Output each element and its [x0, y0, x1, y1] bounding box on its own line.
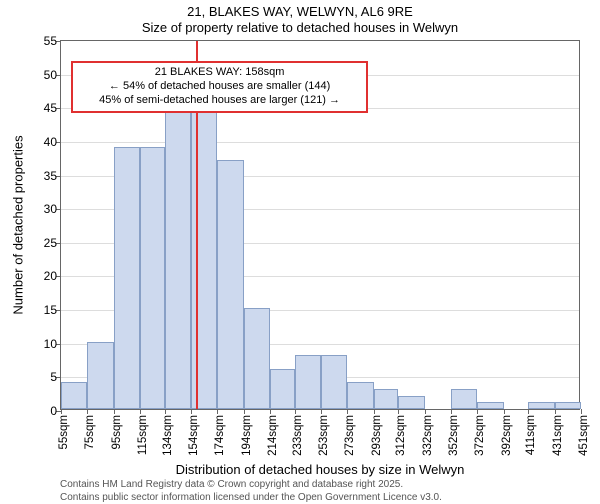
ytick-label: 25	[44, 236, 61, 250]
xtick-label: 312sqm	[395, 415, 407, 456]
xtick-label: 372sqm	[474, 415, 486, 456]
xtick-mark	[398, 409, 399, 414]
xtick-mark	[217, 409, 218, 414]
xtick-label: 273sqm	[344, 415, 356, 456]
xtick-label: 451sqm	[578, 415, 590, 456]
xtick-label: 154sqm	[188, 415, 200, 456]
ytick-label: 35	[44, 169, 61, 183]
ytick-label: 40	[44, 135, 61, 149]
xtick-label: 214sqm	[267, 415, 279, 456]
xtick-mark	[61, 409, 62, 414]
xtick-label: 431sqm	[552, 415, 564, 456]
ytick-label: 45	[44, 101, 61, 115]
histogram-bar	[295, 355, 321, 409]
attribution-line2: Contains public sector information licen…	[60, 491, 442, 504]
xtick-mark	[555, 409, 556, 414]
xtick-label: 75sqm	[84, 415, 96, 450]
ytick-label: 10	[44, 337, 61, 351]
histogram-bar	[347, 382, 373, 409]
ytick-label: 20	[44, 269, 61, 283]
xtick-mark	[321, 409, 322, 414]
xtick-label: 253sqm	[318, 415, 330, 456]
histogram-bar	[398, 396, 424, 409]
chart-title-line2: Size of property relative to detached ho…	[0, 20, 600, 36]
histogram-bar	[555, 402, 581, 409]
annotation-box: 21 BLAKES WAY: 158sqm← 54% of detached h…	[71, 61, 367, 112]
xtick-mark	[581, 409, 582, 414]
xtick-label: 174sqm	[214, 415, 226, 456]
xtick-label: 233sqm	[292, 415, 304, 456]
histogram-bar	[140, 147, 165, 409]
x-axis-label: Distribution of detached houses by size …	[176, 462, 465, 477]
xtick-label: 352sqm	[448, 415, 460, 456]
annotation-line: 21 BLAKES WAY: 158sqm	[79, 66, 359, 80]
ytick-label: 50	[44, 68, 61, 82]
xtick-mark	[140, 409, 141, 414]
xtick-mark	[425, 409, 426, 414]
histogram-bar	[321, 355, 347, 409]
xtick-label: 332sqm	[422, 415, 434, 456]
xtick-mark	[191, 409, 192, 414]
xtick-mark	[347, 409, 348, 414]
xtick-mark	[528, 409, 529, 414]
xtick-label: 194sqm	[241, 415, 253, 456]
gridline	[61, 142, 579, 143]
histogram-bar	[165, 100, 191, 409]
xtick-label: 293sqm	[371, 415, 383, 456]
histogram-bar	[374, 389, 399, 409]
ytick-label: 15	[44, 303, 61, 317]
xtick-label: 55sqm	[58, 415, 70, 450]
xtick-mark	[114, 409, 115, 414]
histogram-bar	[217, 160, 243, 409]
xtick-mark	[87, 409, 88, 414]
xtick-label: 95sqm	[111, 415, 123, 450]
xtick-mark	[244, 409, 245, 414]
xtick-label: 134sqm	[162, 415, 174, 456]
histogram-bar	[244, 308, 270, 409]
xtick-mark	[295, 409, 296, 414]
attribution-line1: Contains HM Land Registry data © Crown c…	[60, 478, 442, 491]
xtick-mark	[270, 409, 271, 414]
annotation-line: ← 54% of detached houses are smaller (14…	[79, 80, 359, 94]
property-size-chart: 21, BLAKES WAY, WELWYN, AL6 9RE Size of …	[0, 0, 600, 500]
xtick-label: 411sqm	[525, 415, 537, 455]
ytick-label: 5	[50, 370, 61, 384]
xtick-mark	[374, 409, 375, 414]
histogram-bar	[87, 342, 113, 409]
xtick-label: 392sqm	[501, 415, 513, 456]
histogram-bar	[61, 382, 87, 409]
xtick-mark	[165, 409, 166, 414]
histogram-bar	[528, 402, 554, 409]
histogram-bar	[114, 147, 140, 409]
histogram-bar	[477, 402, 503, 409]
attribution-text: Contains HM Land Registry data © Crown c…	[60, 478, 442, 504]
histogram-bar	[191, 100, 217, 409]
xtick-mark	[477, 409, 478, 414]
xtick-mark	[451, 409, 452, 414]
ytick-label: 55	[44, 34, 61, 48]
xtick-mark	[504, 409, 505, 414]
y-axis-label: Number of detached properties	[11, 135, 26, 314]
histogram-bar	[451, 389, 477, 409]
plot-area: 051015202530354045505555sqm75sqm95sqm115…	[60, 40, 580, 410]
xtick-label: 115sqm	[137, 415, 149, 455]
ytick-label: 30	[44, 202, 61, 216]
histogram-bar	[270, 369, 295, 409]
annotation-line: 45% of semi-detached houses are larger (…	[79, 94, 359, 108]
chart-title-line1: 21, BLAKES WAY, WELWYN, AL6 9RE	[0, 0, 600, 20]
